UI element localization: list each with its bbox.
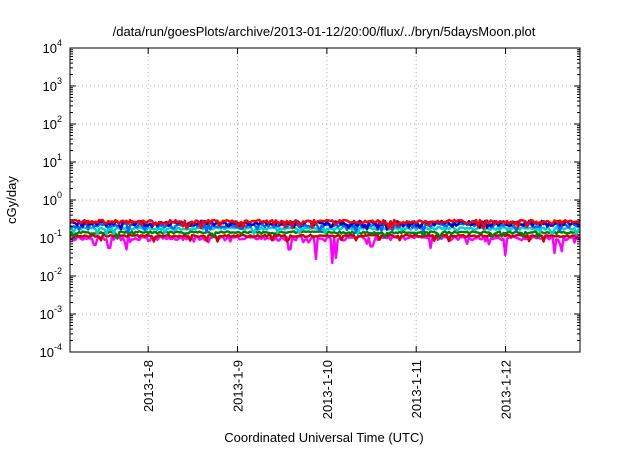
series-line	[69, 225, 581, 236]
chart-title: /data/run/goesPlots/archive/2013-01-12/2…	[113, 24, 536, 39]
x-tick-label: 2013-1-9	[231, 360, 246, 412]
series-lines	[69, 218, 582, 265]
y-tick-label: 10-4	[40, 342, 62, 360]
grid-lines	[70, 48, 580, 352]
y-tick-label: 10-1	[40, 228, 62, 246]
series-line	[69, 218, 581, 230]
y-tick-label: 102	[43, 114, 62, 132]
y-tick-label: 100	[43, 190, 62, 208]
x-tick-label: 2013-1-8	[141, 360, 156, 412]
y-tick-label: 10-2	[40, 266, 62, 284]
x-tick-label: 2013-1-12	[499, 360, 514, 419]
y-tick-label: 103	[43, 76, 62, 94]
x-axis-label: Coordinated Universal Time (UTC)	[224, 430, 423, 445]
series-line	[69, 234, 582, 265]
axis-ticks: 10-4 10-3 10-2 10-1 100 101 102 103 104 2013-1-8 2…	[40, 38, 580, 419]
y-axis-label: cGy/day	[4, 176, 19, 224]
x-tick-label: 2013-1-11	[409, 360, 424, 418]
y-tick-label: 104	[43, 38, 62, 56]
y-tick-label: 101	[43, 152, 62, 170]
series-line	[69, 233, 580, 243]
y-tick-label: 10-3	[40, 304, 62, 322]
x-tick-label: 2013-1-10	[320, 360, 335, 419]
